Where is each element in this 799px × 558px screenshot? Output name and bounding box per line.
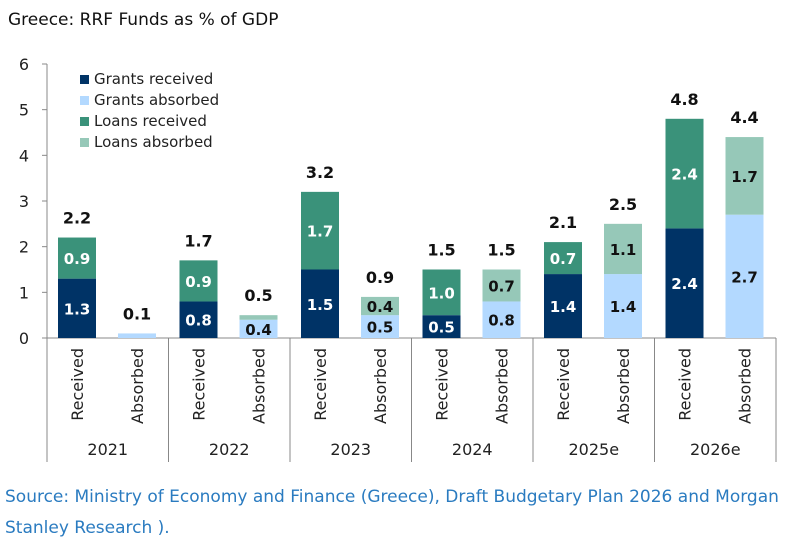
loans-received-bar [665, 118, 704, 229]
total-received-label: 4.8 [670, 90, 698, 109]
x-category-label: Absorbed [250, 348, 269, 424]
grants-absorbed-label: 1.4 [610, 298, 637, 316]
loans-absorbed-bar [604, 223, 642, 275]
grants-absorbed-label: 2.7 [731, 268, 758, 286]
x-category-label: Absorbed [128, 348, 147, 424]
total-absorbed-label: 2.5 [609, 195, 637, 214]
grants-received-bar [58, 278, 96, 338]
loans-absorbed-label: 1.1 [610, 241, 637, 259]
grants-received-label: 2.4 [671, 275, 698, 293]
grants-received-bar [301, 269, 339, 338]
grants-received-label: 0.8 [185, 312, 212, 330]
y-tick-label: 4 [19, 146, 29, 165]
grants-absorbed-bar [482, 301, 521, 338]
x-category-label: Absorbed [736, 348, 755, 424]
total-absorbed-label: 4.4 [730, 108, 758, 127]
loans-absorbed-bar [482, 269, 521, 302]
total-received-label: 1.5 [427, 241, 455, 260]
y-tick-label: 3 [19, 192, 29, 211]
legend-swatch [80, 117, 89, 126]
grants-absorbed-bar [361, 315, 399, 338]
grants-received-label: 1.3 [64, 300, 91, 318]
x-category-label: Absorbed [614, 348, 633, 424]
total-received-label: 3.2 [306, 163, 334, 182]
loans-received-bar [422, 269, 461, 316]
x-group-label: 2025e [568, 440, 619, 459]
y-tick-label: 0 [19, 329, 29, 348]
loans-received-bar [544, 242, 582, 275]
loans-absorbed-label: 0.7 [488, 277, 515, 295]
grants-received-bar [544, 274, 582, 338]
x-category-label: Received [311, 348, 330, 421]
grants-absorbed-bar [118, 333, 156, 338]
x-category-label: Absorbed [493, 348, 512, 424]
loans-received-bar [58, 237, 96, 279]
loans-received-label: 1.0 [428, 284, 455, 302]
grants-absorbed-bar [604, 274, 642, 338]
total-received-label: 2.2 [63, 209, 91, 228]
total-received-label: 1.7 [184, 231, 212, 250]
legend-label: Grants absorbed [94, 91, 219, 109]
grants-received-bar [422, 315, 461, 338]
loans-received-label: 0.9 [64, 250, 91, 268]
loans-received-label: 2.4 [671, 166, 698, 184]
legend-label: Loans received [94, 112, 207, 130]
loans-absorbed-label: 1.7 [731, 168, 758, 186]
loans-absorbed-bar [725, 137, 764, 215]
x-category-label: Received [68, 348, 87, 421]
x-group-label: 2026e [690, 440, 741, 459]
loans-absorbed-bar [361, 296, 399, 316]
loans-absorbed-label: 0.4 [367, 298, 394, 316]
grants-absorbed-label: 0.5 [367, 319, 394, 337]
x-group-label: 2023 [330, 440, 371, 459]
grants-received-label: 1.5 [307, 296, 334, 314]
source-note: Source: Ministry of Economy and Finance … [5, 487, 779, 538]
loans-received-label: 0.9 [185, 273, 212, 291]
legend-swatch [80, 96, 89, 105]
grants-absorbed-bar [725, 214, 764, 338]
y-tick-label: 2 [19, 238, 29, 257]
x-group-label: 2024 [452, 440, 493, 459]
loans-absorbed-bar [239, 315, 278, 320]
total-received-label: 2.1 [549, 213, 577, 232]
grants-absorbed-label: 0.4 [245, 321, 272, 339]
loans-received-label: 0.7 [550, 250, 577, 268]
chart-title: Greece: RRF Funds as % of GDP [8, 10, 279, 30]
total-absorbed-label: 1.5 [487, 241, 515, 260]
loans-received-label: 1.7 [307, 223, 334, 241]
x-category-label: Received [433, 348, 452, 421]
x-category-label: Received [676, 348, 695, 421]
grants-absorbed-label: 0.8 [488, 312, 515, 330]
x-category-label: Received [554, 348, 573, 421]
grants-received-bar [665, 228, 704, 338]
y-tick-label: 5 [19, 101, 29, 120]
grants-absorbed-bar [239, 319, 278, 338]
x-group-label: 2022 [209, 440, 250, 459]
y-tick-label: 6 [19, 55, 29, 74]
legend-label: Loans absorbed [94, 133, 213, 151]
legend-label: Grants received [94, 70, 213, 88]
legend-swatch [80, 75, 89, 84]
loans-received-bar [179, 260, 218, 302]
total-absorbed-label: 0.5 [244, 286, 272, 305]
y-tick-label: 1 [19, 283, 29, 302]
total-absorbed-label: 0.9 [366, 268, 394, 287]
x-group-label: 2021 [87, 440, 128, 459]
total-absorbed-label: 0.1 [123, 304, 151, 323]
grants-received-label: 1.4 [550, 298, 577, 316]
x-category-label: Received [190, 348, 209, 421]
loans-received-bar [301, 191, 339, 270]
x-category-label: Absorbed [371, 348, 390, 424]
legend-swatch [80, 138, 89, 147]
grants-received-bar [179, 301, 218, 338]
grants-received-label: 0.5 [428, 319, 455, 337]
